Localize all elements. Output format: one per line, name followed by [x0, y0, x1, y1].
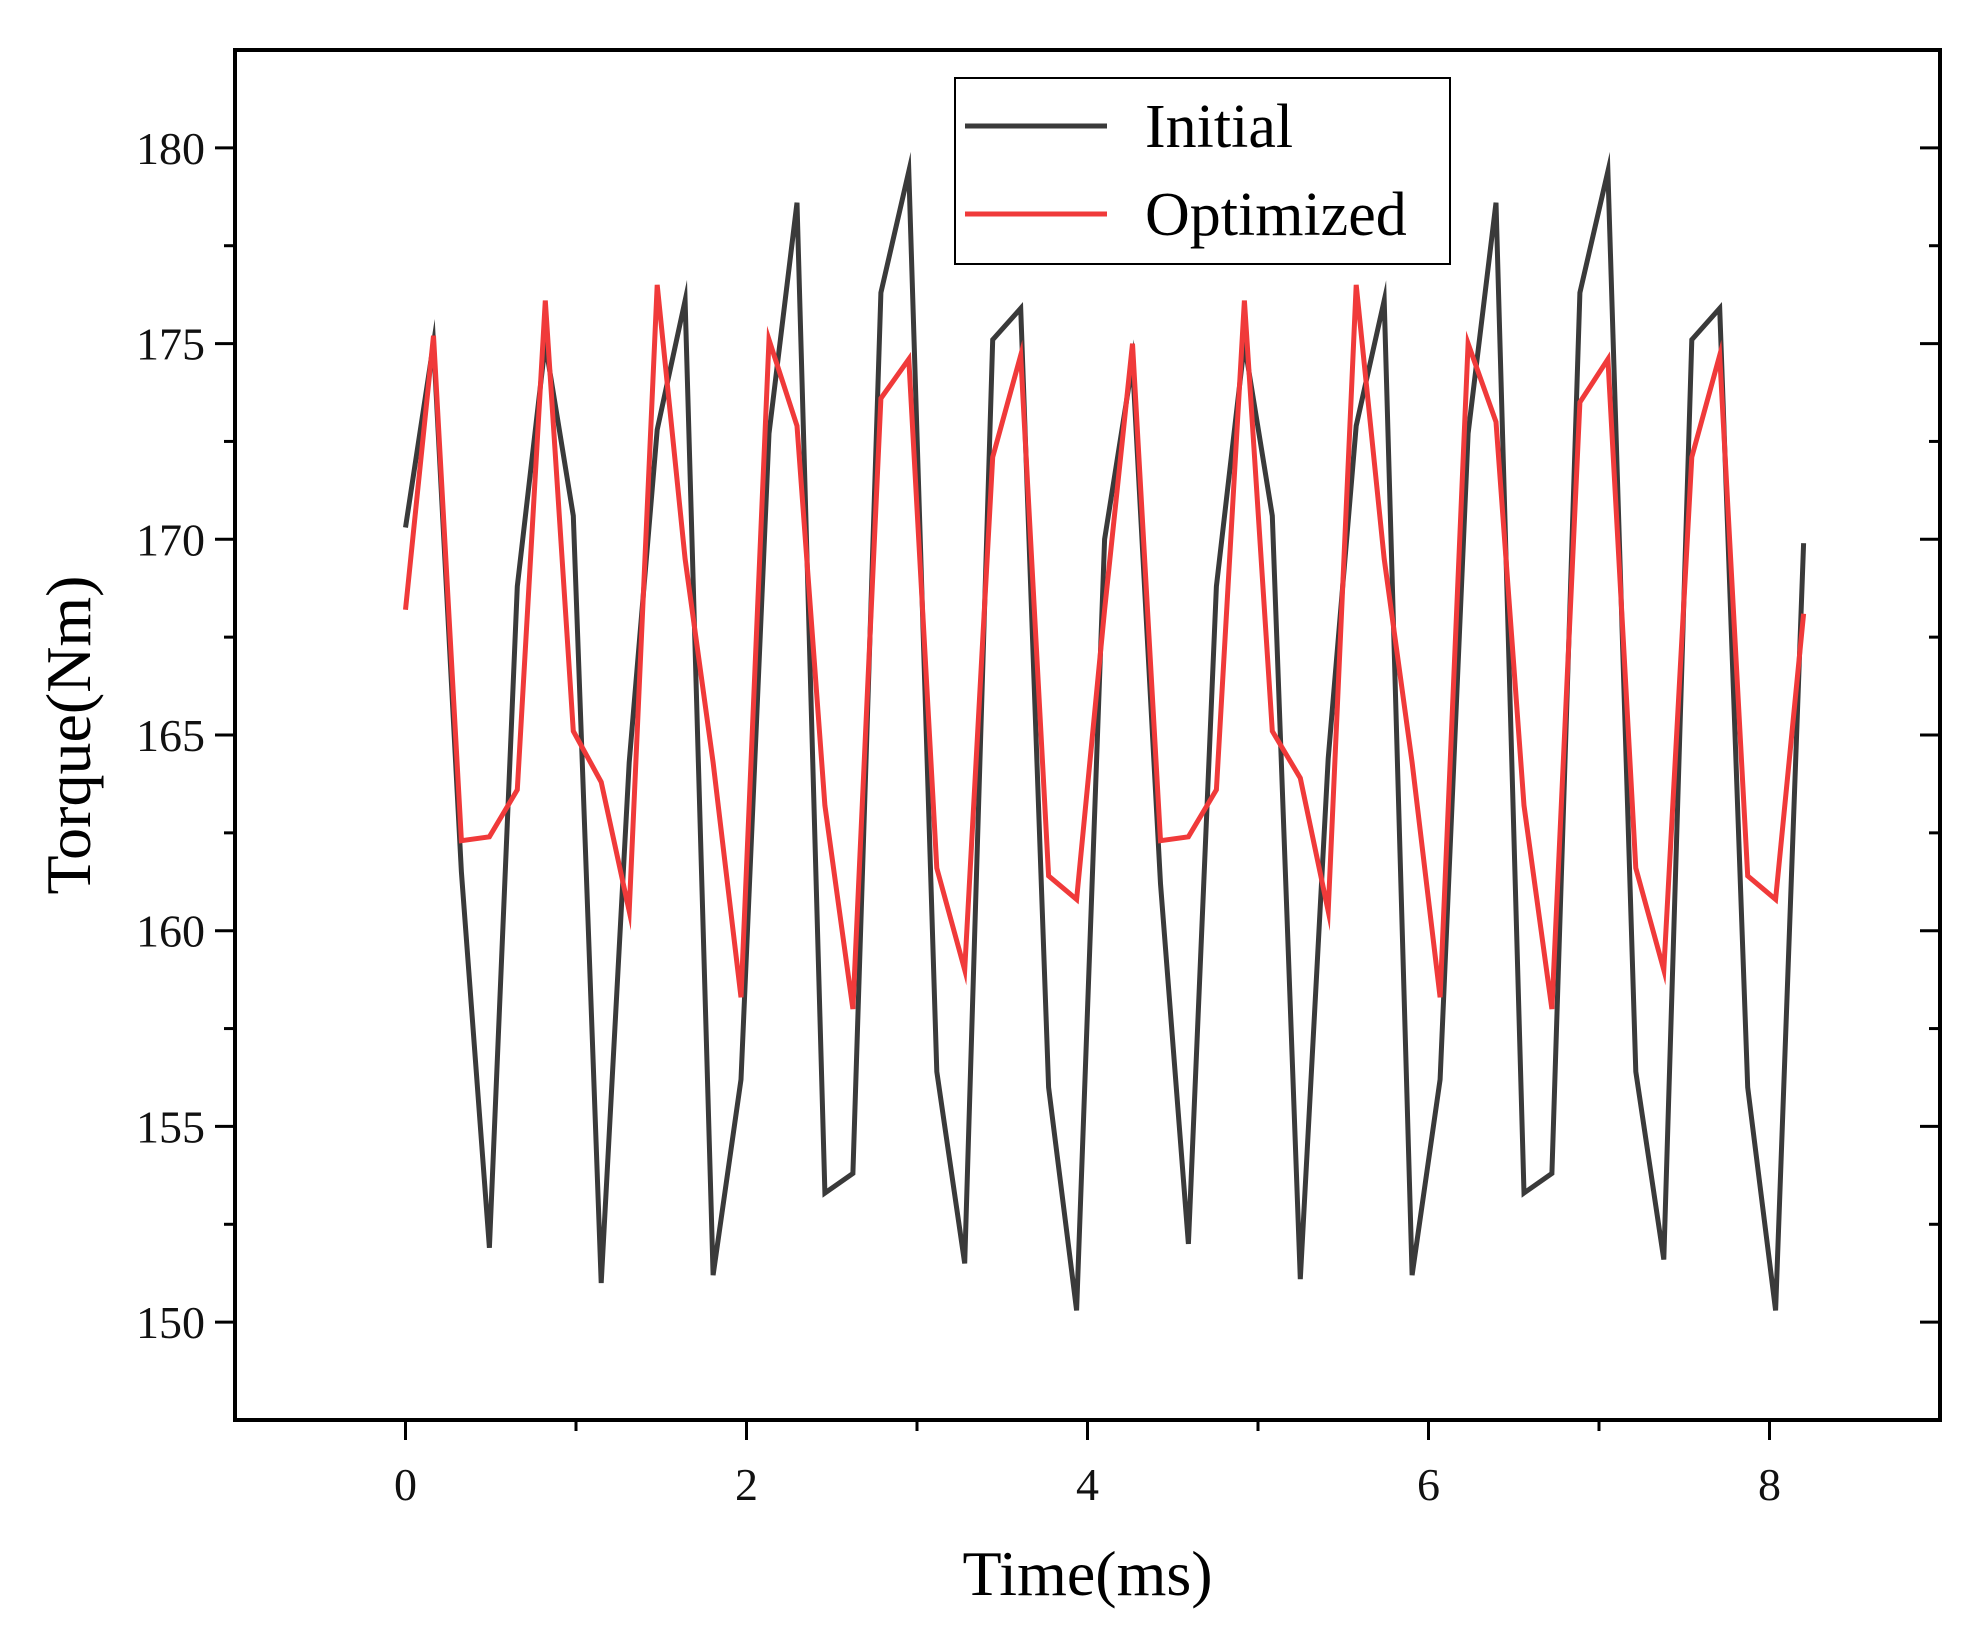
- y-tick-label: 150: [136, 1297, 205, 1348]
- series-line-initial: [403, 151, 1807, 1311]
- y-tick-label: 160: [136, 906, 205, 957]
- x-tick-label: 4: [1076, 1459, 1099, 1510]
- legend-label-optimized: Optimized: [1145, 181, 1407, 249]
- y-axis-title: Torque(Nm): [33, 576, 104, 895]
- y-tick-label: 165: [136, 710, 205, 761]
- y-tick-label: 155: [136, 1101, 205, 1152]
- x-tick-label: 2: [735, 1459, 758, 1510]
- y-tick-label: 170: [136, 514, 205, 565]
- axis-ticks: 0 2 4 6 8 150 155 160 165 170 175 180: [136, 123, 1940, 1510]
- y-tick-label: 180: [136, 123, 205, 174]
- legend-label-initial: Initial: [1145, 93, 1293, 161]
- x-tick-label: 6: [1417, 1459, 1440, 1510]
- x-tick-label: 0: [394, 1459, 417, 1510]
- legend-box: [954, 77, 1451, 265]
- y-tick-label: 175: [136, 319, 205, 370]
- legend: Initial Optimized: [954, 77, 1451, 265]
- x-axis-title: Time(ms): [962, 1538, 1212, 1609]
- series-layer: [403, 151, 1807, 1311]
- series-line-optimized: [403, 284, 1807, 1010]
- x-tick-label: 8: [1758, 1459, 1781, 1510]
